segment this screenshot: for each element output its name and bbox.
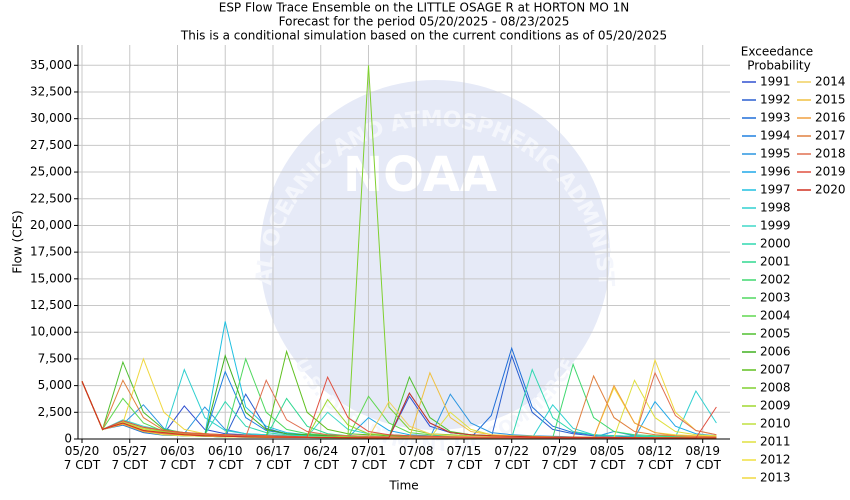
y-tick-label: 20,000	[30, 218, 72, 232]
x-tick-label-line: 7 CDT	[255, 458, 292, 472]
y-tick-label: 35,000	[30, 58, 72, 72]
y-tick-label: 12,500	[30, 298, 72, 312]
x-axis-label: Time	[388, 479, 418, 493]
series-line	[81, 374, 717, 439]
x-tick-label-line: 07/15	[447, 444, 482, 458]
legend-label: 2009	[760, 399, 791, 413]
legend-label: 2002	[760, 273, 791, 287]
x-tick-label-line: 7 CDT	[159, 458, 196, 472]
y-tick-label: 5,000	[38, 378, 72, 392]
x-tick-label: 05/27 7 CDT	[112, 444, 149, 472]
legend-label: 1997	[760, 183, 791, 197]
x-tick-label-line: 7 CDT	[446, 458, 483, 472]
legend-label: 2006	[760, 345, 791, 359]
legend-title: Probability	[747, 59, 810, 73]
x-tick-label-line: 7 CDT	[541, 458, 578, 472]
x-tick-label-line: 7 CDT	[494, 458, 531, 472]
legend-title: Exceedance	[741, 45, 813, 59]
legend-label: 1996	[760, 165, 791, 179]
legend-label: 2007	[760, 363, 791, 377]
x-tick-label-line: 06/17	[256, 444, 291, 458]
x-tick-label-line: 08/19	[685, 444, 720, 458]
x-tick-label: 06/17 7 CDT	[255, 444, 292, 472]
x-tick-label-line: 05/27	[112, 444, 147, 458]
legend-label: 2003	[760, 291, 791, 305]
x-tick-label: 08/05 7 CDT	[589, 444, 626, 472]
x-tick-label-line: 7 CDT	[350, 458, 387, 472]
x-tick-label-line: 06/03	[160, 444, 195, 458]
x-tick-label-line: 08/12	[638, 444, 673, 458]
y-tick-label: 17,500	[30, 245, 72, 259]
y-axis-label: Flow (CFS)	[11, 210, 25, 273]
x-tick-label-line: 7 CDT	[589, 458, 626, 472]
x-tick-label-line: 06/10	[208, 444, 243, 458]
chart-title: ESP Flow Trace Ensemble on the LITTLE OS…	[219, 1, 630, 15]
legend-label: 2010	[760, 417, 791, 431]
legend-label: 2020	[815, 183, 846, 197]
x-tick-label-line: 7 CDT	[303, 458, 340, 472]
y-tick-label: 27,500	[30, 138, 72, 152]
legend-label: 2013	[760, 471, 791, 485]
x-tick-label-line: 05/20	[65, 444, 100, 458]
x-tick-label: 08/19 7 CDT	[685, 444, 722, 472]
legend-label: 2008	[760, 381, 791, 395]
x-tick-label-line: 7 CDT	[637, 458, 674, 472]
x-tick-label-line: 7 CDT	[685, 458, 722, 472]
legend-label: 2015	[815, 93, 846, 107]
x-tick-label-line: 08/05	[590, 444, 625, 458]
y-tick-label: 2,500	[38, 405, 72, 419]
watermark-center: NOAA	[343, 147, 497, 203]
y-tick-label: 32,500	[30, 84, 72, 98]
legend-label: 1995	[760, 147, 791, 161]
x-tick-label-line: 7 CDT	[398, 458, 435, 472]
y-tick-label: 30,000	[30, 111, 72, 125]
legend-label: 2001	[760, 255, 791, 269]
x-tick-label-line: 7 CDT	[207, 458, 244, 472]
chart-subtitle: Forecast for the period 05/20/2025 - 08/…	[279, 15, 570, 29]
x-tick-label-line: 07/29	[542, 444, 577, 458]
x-tick-label: 06/24 7 CDT	[303, 444, 340, 472]
watermark-disc	[260, 80, 610, 430]
legend-label: 2011	[760, 435, 791, 449]
legend-label: 1998	[760, 201, 791, 215]
legend-label: 1999	[760, 219, 791, 233]
y-tick-label: 0	[64, 432, 72, 446]
x-tick-label: 07/15 7 CDT	[446, 444, 483, 472]
y-tick-label: 22,500	[30, 191, 72, 205]
x-tick-label: 07/08 7 CDT	[398, 444, 435, 472]
legend-label: 2017	[815, 129, 846, 143]
y-tick-label: 25,000	[30, 165, 72, 179]
x-tick-label-line: 7 CDT	[112, 458, 149, 472]
y-tick-label: 10,000	[30, 325, 72, 339]
legend-label: 1994	[760, 129, 791, 143]
x-tick-label: 08/12 7 CDT	[637, 444, 674, 472]
legend-label: 2005	[760, 327, 791, 341]
legend-label: 2012	[760, 453, 791, 467]
legend-label: 2000	[760, 237, 791, 251]
legend-label: 2014	[815, 75, 846, 89]
legend-label: 2019	[815, 165, 846, 179]
series-line	[81, 381, 717, 439]
x-tick-label: 07/29 7 CDT	[541, 444, 578, 472]
x-tick-label-line: 7 CDT	[64, 458, 101, 472]
y-tick-label: 7,500	[38, 351, 72, 365]
x-tick-label: 07/01 7 CDT	[350, 444, 387, 472]
x-tick-label-line: 07/01	[351, 444, 386, 458]
chart-subtitle: This is a conditional simulation based o…	[180, 29, 667, 43]
y-tick-label: 15,000	[30, 271, 72, 285]
x-tick-label: 07/22 7 CDT	[494, 444, 531, 472]
legend-label: 2018	[815, 147, 846, 161]
legend-label: 2004	[760, 309, 791, 323]
legend-label: 1993	[760, 111, 791, 125]
x-tick-label: 05/20 7 CDT	[64, 444, 101, 472]
legend-label: 1991	[760, 75, 791, 89]
x-tick-label-line: 07/22	[494, 444, 529, 458]
x-tick-label: 06/10 7 CDT	[207, 444, 244, 472]
x-tick-label-line: 06/24	[303, 444, 338, 458]
legend-label: 2016	[815, 111, 846, 125]
x-tick-label: 06/03 7 CDT	[159, 444, 196, 472]
legend-label: 1992	[760, 93, 791, 107]
x-tick-label-line: 07/08	[399, 444, 434, 458]
